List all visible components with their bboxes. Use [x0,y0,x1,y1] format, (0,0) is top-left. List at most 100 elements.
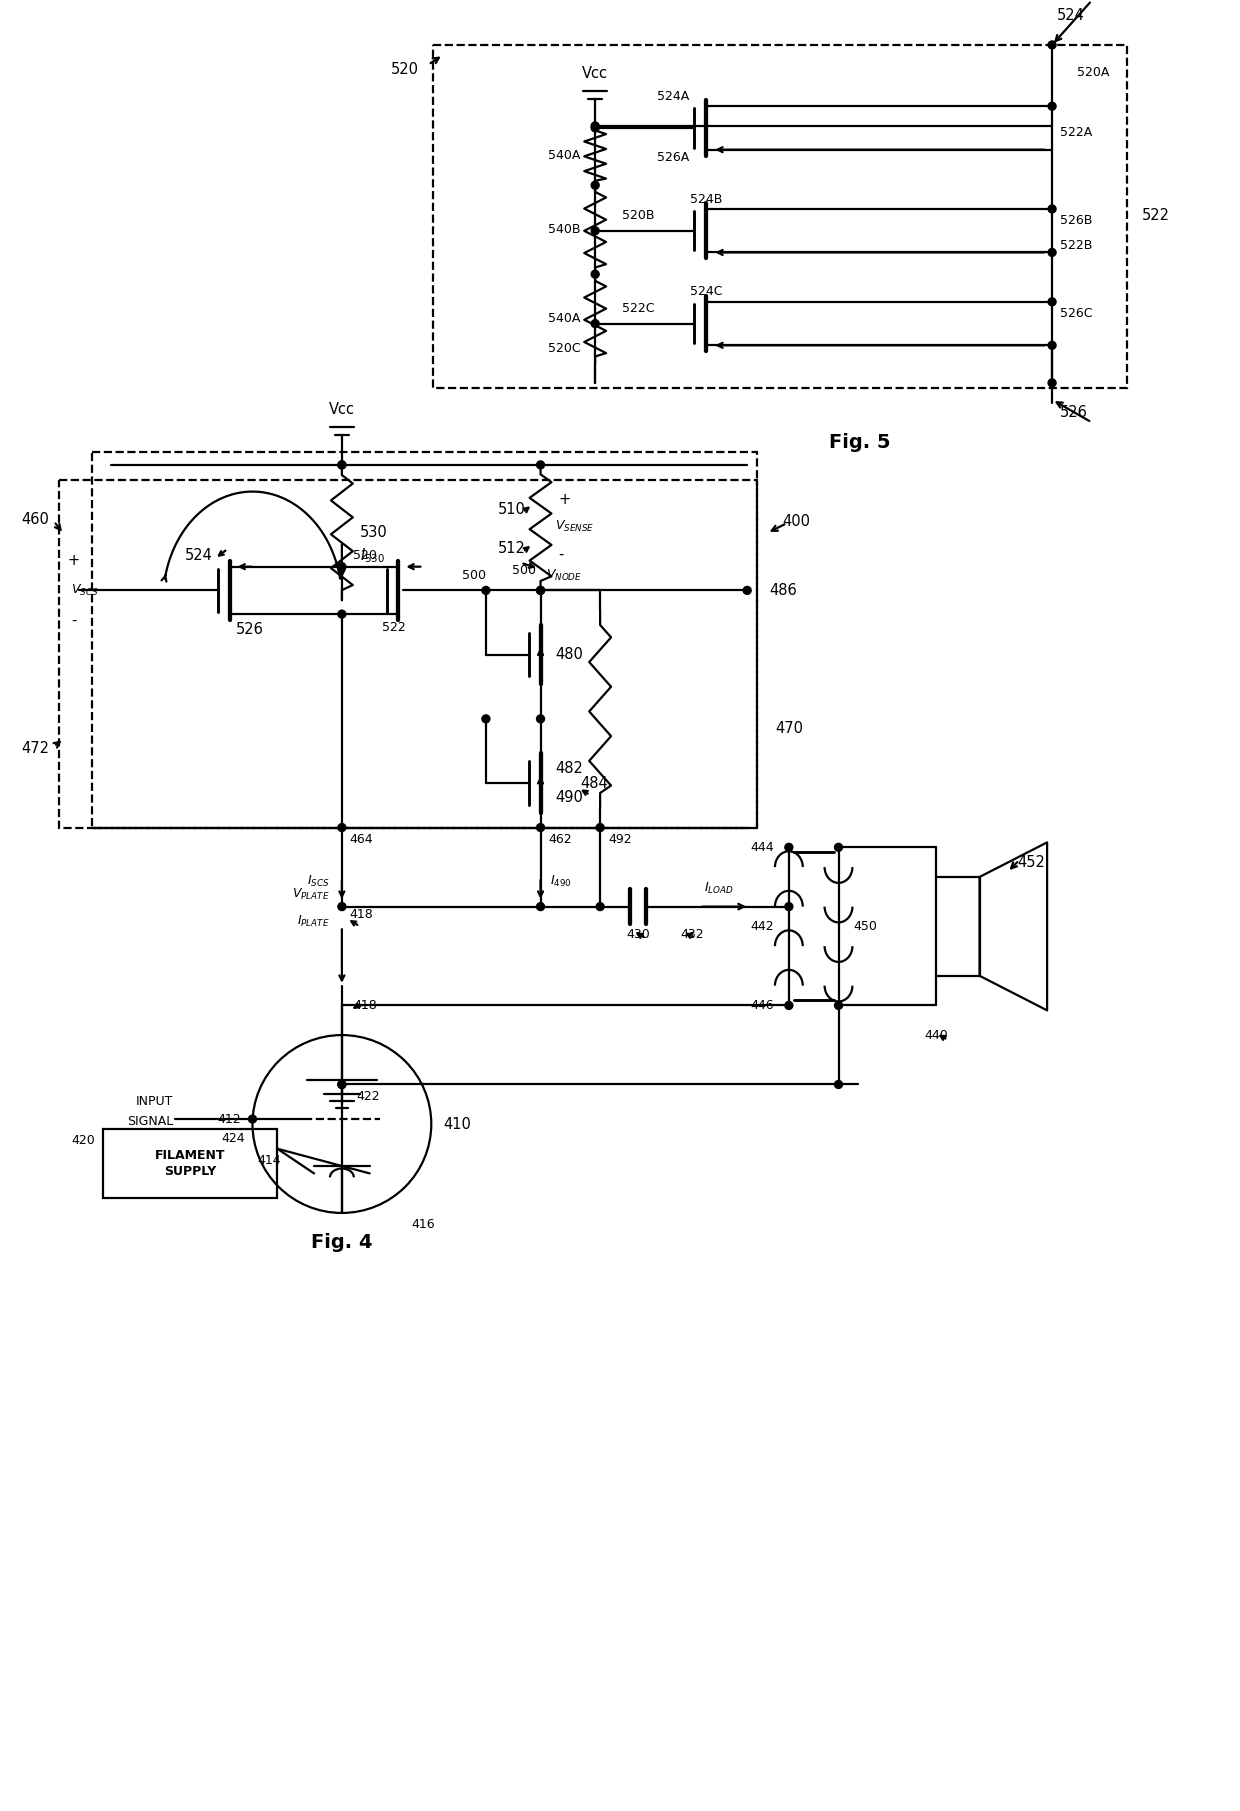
Text: 524: 524 [185,549,213,563]
Text: 524A: 524A [657,91,689,103]
Text: 424: 424 [221,1132,244,1145]
Circle shape [591,121,599,130]
Text: 432: 432 [681,927,704,940]
Circle shape [482,715,490,723]
Circle shape [591,181,599,188]
Text: 526A: 526A [657,150,689,165]
Text: Vcc: Vcc [582,65,608,81]
Circle shape [596,902,604,911]
Text: 444: 444 [750,840,774,853]
Text: 462: 462 [548,833,572,846]
Circle shape [591,123,599,132]
Text: +: + [68,552,79,569]
Text: 486: 486 [769,583,797,598]
Text: 414: 414 [258,1154,281,1166]
Circle shape [785,1001,792,1009]
Bar [92,453,758,828]
Circle shape [339,1081,346,1088]
Text: 522: 522 [1142,208,1169,223]
Text: 540A: 540A [548,149,580,163]
Text: 420: 420 [72,1134,95,1148]
Text: $I_{LOAD}$: $I_{LOAD}$ [704,882,734,896]
Text: 522: 522 [382,621,405,634]
Text: 482: 482 [556,761,583,775]
Circle shape [482,587,490,594]
Text: 410: 410 [443,1117,471,1132]
Text: 472: 472 [21,741,48,755]
Circle shape [1048,297,1056,306]
Circle shape [537,587,544,594]
Text: INPUT: INPUT [135,1096,174,1108]
Text: 540A: 540A [548,311,580,326]
Text: 442: 442 [750,920,774,933]
Text: 470: 470 [775,721,804,737]
Text: SIGNAL: SIGNAL [126,1114,174,1128]
Text: $V_{SENSE}$: $V_{SENSE}$ [556,518,595,534]
Text: 422: 422 [357,1090,381,1103]
Text: $I_{PLATE}$: $I_{PLATE}$ [298,915,330,929]
Circle shape [1048,101,1056,110]
Text: 540B: 540B [548,223,580,235]
Text: 522A: 522A [1060,127,1092,139]
Circle shape [537,715,544,723]
Circle shape [591,226,599,235]
Text: 418: 418 [353,1000,377,1012]
Text: $I_{530}$: $I_{530}$ [360,547,384,565]
Text: $V_{NODE}$: $V_{NODE}$ [546,569,582,583]
Text: Fig. 4: Fig. 4 [311,1233,373,1251]
Text: 400: 400 [782,514,810,529]
Text: 520: 520 [352,549,377,561]
Circle shape [537,902,544,911]
Circle shape [537,587,544,594]
Circle shape [339,902,346,911]
Text: 524: 524 [1056,7,1085,24]
Circle shape [1048,42,1056,49]
Circle shape [537,824,544,831]
Text: 520: 520 [391,62,418,78]
Circle shape [339,1081,346,1088]
Circle shape [339,563,346,570]
Circle shape [835,844,842,851]
Text: 526B: 526B [1060,214,1092,228]
Circle shape [339,462,346,469]
Text: 524B: 524B [689,192,722,206]
Circle shape [1048,378,1056,388]
Text: 526: 526 [1060,406,1087,420]
Bar [433,45,1127,388]
Text: 418: 418 [350,907,373,922]
Text: 452: 452 [1017,855,1045,869]
Text: $I_{490}$: $I_{490}$ [551,875,573,889]
Bar [103,1128,278,1199]
Text: +: + [558,493,570,507]
Text: 480: 480 [556,647,583,663]
Text: 440: 440 [924,1029,947,1041]
Circle shape [785,844,792,851]
Circle shape [785,902,792,911]
Text: 490: 490 [556,790,583,806]
Bar [58,480,758,828]
Text: 522C: 522C [622,302,655,315]
Text: 416: 416 [412,1219,435,1231]
Text: $V_{SCS}$: $V_{SCS}$ [71,583,98,598]
Text: 530: 530 [360,525,388,540]
Circle shape [835,1001,842,1009]
Text: 446: 446 [750,1000,774,1012]
Circle shape [743,587,751,594]
Circle shape [537,462,544,469]
Circle shape [1048,342,1056,350]
Text: 430: 430 [626,927,650,940]
Text: 526: 526 [236,623,263,637]
Text: $I_{SCS}$: $I_{SCS}$ [308,875,330,889]
Text: 484: 484 [580,775,608,791]
Text: 510: 510 [497,502,526,516]
Text: FILAMENT: FILAMENT [155,1150,226,1163]
Circle shape [248,1116,257,1123]
Circle shape [1048,205,1056,214]
Text: Fig. 5: Fig. 5 [828,433,890,451]
Text: 412: 412 [217,1112,241,1126]
Circle shape [1048,248,1056,257]
Text: 450: 450 [853,920,877,933]
Text: 520A: 520A [1076,65,1110,80]
Text: 522B: 522B [1060,239,1092,252]
Text: SUPPLY: SUPPLY [164,1164,216,1177]
